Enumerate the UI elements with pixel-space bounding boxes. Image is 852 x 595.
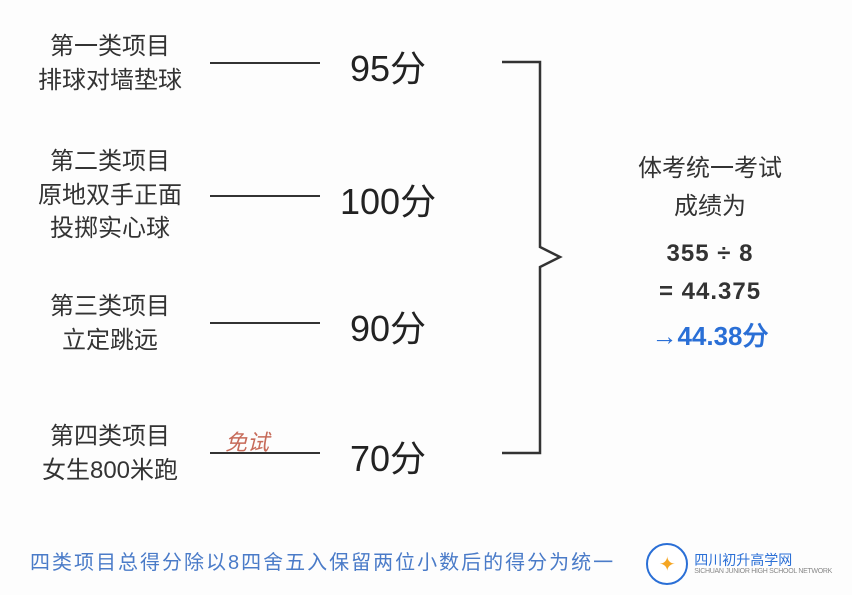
connector-line-2 (210, 195, 320, 197)
result-line-1: 体考统一考试 (595, 150, 825, 188)
category-3-title-1: 第三类项目 (20, 290, 200, 324)
score-2: 100分 (340, 173, 436, 225)
diagram-container: 第一类项目 排球对墙垫球 95分 第二类项目 原地双手正面 投掷实心球 100分… (0, 0, 852, 595)
bracket-icon (500, 50, 570, 465)
score-4: 70分 (350, 430, 426, 482)
footer-note: 四类项目总得分除以8四舍五入保留两位小数后的得分为统一 (30, 546, 615, 575)
logo-text-block: 四川初升高学网 SICHUAN JUNIOR HIGH SCHOOL NETWO… (694, 553, 832, 575)
logo-figure-icon: ✦ (659, 552, 676, 577)
category-4-label: 第四类项目 女生800米跑 (20, 420, 200, 487)
result-calc-2: = 44.375 (595, 273, 825, 311)
category-4-title-1: 第四类项目 (20, 420, 200, 454)
category-3-title-2: 立定跳远 (20, 324, 200, 358)
logo-circle-icon: ✦ (646, 543, 688, 585)
result-line-2: 成绩为 (595, 188, 825, 226)
category-4-title-2: 女生800米跑 (20, 454, 200, 488)
category-2-label: 第二类项目 原地双手正面 投掷实心球 (20, 145, 200, 246)
connector-line-1 (210, 62, 320, 64)
category-2-title-1: 第二类项目 (20, 145, 200, 179)
score-1: 95分 (350, 40, 426, 92)
category-1-title-1: 第一类项目 (20, 30, 200, 64)
category-2-title-2: 原地双手正面 (20, 179, 200, 213)
logo-subtext: SICHUAN JUNIOR HIGH SCHOOL NETWORK (694, 568, 832, 575)
result-block: 体考统一考试 成绩为 355 ÷ 8 = 44.375 →44.38分 (595, 150, 825, 357)
connector-line-3 (210, 322, 320, 324)
logo-text: 四川初升高学网 (694, 553, 832, 568)
connector-line-4 (210, 452, 320, 454)
category-3-label: 第三类项目 立定跳远 (20, 290, 200, 357)
score-3: 90分 (350, 300, 426, 352)
category-1-label: 第一类项目 排球对墙垫球 (20, 30, 200, 97)
result-final: →44.38分 (595, 316, 825, 358)
category-1-title-2: 排球对墙垫球 (20, 64, 200, 98)
category-2-title-3: 投掷实心球 (20, 212, 200, 246)
result-calc-1: 355 ÷ 8 (595, 235, 825, 273)
site-logo: ✦ 四川初升高学网 SICHUAN JUNIOR HIGH SCHOOL NET… (646, 543, 832, 585)
